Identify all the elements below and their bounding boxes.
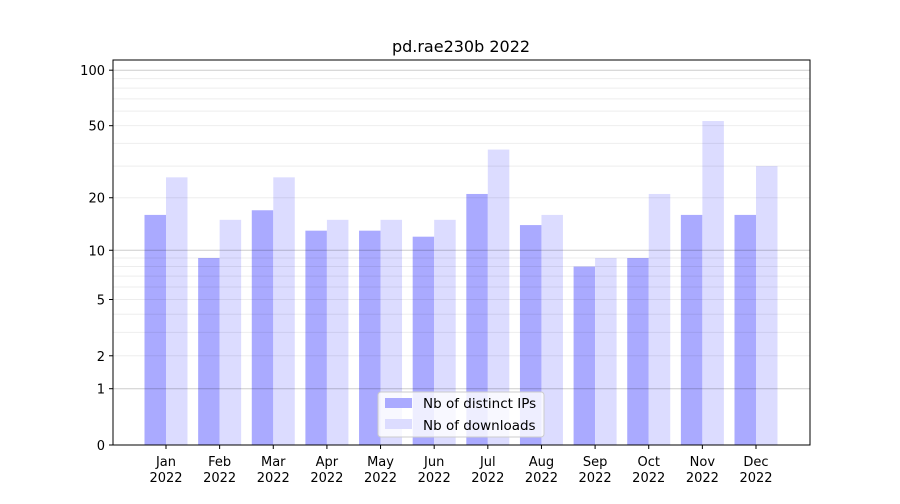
bar-downloads (595, 258, 617, 445)
bar-downloads (273, 177, 295, 446)
y-tick-label: 10 (88, 244, 105, 259)
bar-downloads (326, 219, 349, 445)
bar-distinct-ips (573, 266, 596, 445)
y-tick-label: 5 (97, 293, 105, 308)
bar-distinct-ips (627, 258, 649, 445)
chart-title: pd.rae230b 2022 (392, 37, 530, 56)
y-tick-label: 50 (88, 120, 105, 135)
x-tick-label: Nov 2022 (686, 455, 719, 486)
x-tick-label: Feb 2022 (203, 455, 236, 486)
legend-label-downloads: Nb of downloads (423, 418, 536, 434)
x-tick-label: Jan 2022 (149, 455, 182, 486)
legend-swatch-downloads (385, 419, 412, 429)
x-tick-label: Mar 2022 (257, 455, 290, 486)
x-tick-label: Apr 2022 (310, 455, 343, 486)
x-tick-label: May 2022 (364, 455, 397, 486)
x-tick-label: Jun 2022 (418, 455, 451, 486)
y-tick-label: 0 (97, 439, 105, 454)
x-tick-label: Dec 2022 (739, 455, 772, 486)
bar-downloads (756, 166, 778, 445)
bar-distinct-ips (198, 258, 220, 445)
bar-downloads (219, 219, 242, 445)
bar-distinct-ips (734, 214, 756, 445)
legend: Nb of distinct IPs Nb of downloads (377, 391, 545, 438)
bar-distinct-ips (680, 214, 703, 445)
bar-downloads (380, 219, 403, 445)
bar-distinct-ips (251, 210, 274, 445)
legend-label-ips: Nb of distinct IPs (423, 396, 536, 412)
x-tick-label: Sep 2022 (579, 455, 612, 486)
bar-distinct-ips (359, 230, 381, 445)
bar-distinct-ips (144, 214, 166, 445)
x-tick-label: Aug 2022 (525, 455, 558, 486)
bar-downloads (166, 177, 188, 446)
legend-swatch-ips (385, 398, 412, 408)
bar-distinct-ips (519, 225, 542, 445)
y-tick-label: 2 (97, 350, 105, 365)
plot-frame (112, 59, 811, 446)
bar-distinct-ips (305, 230, 327, 445)
bar-downloads (434, 219, 456, 445)
y-tick-label: 100 (80, 64, 105, 79)
bar-downloads (541, 214, 563, 445)
bar-downloads (648, 193, 671, 445)
bar-downloads (702, 121, 724, 446)
y-tick-label: 20 (88, 192, 105, 207)
x-tick-label: Jul 2022 (471, 455, 504, 486)
x-tick-label: Oct 2022 (632, 455, 665, 486)
y-tick-label: 1 (97, 383, 105, 398)
bar-downloads (487, 149, 510, 445)
bar-distinct-ips (466, 193, 488, 445)
